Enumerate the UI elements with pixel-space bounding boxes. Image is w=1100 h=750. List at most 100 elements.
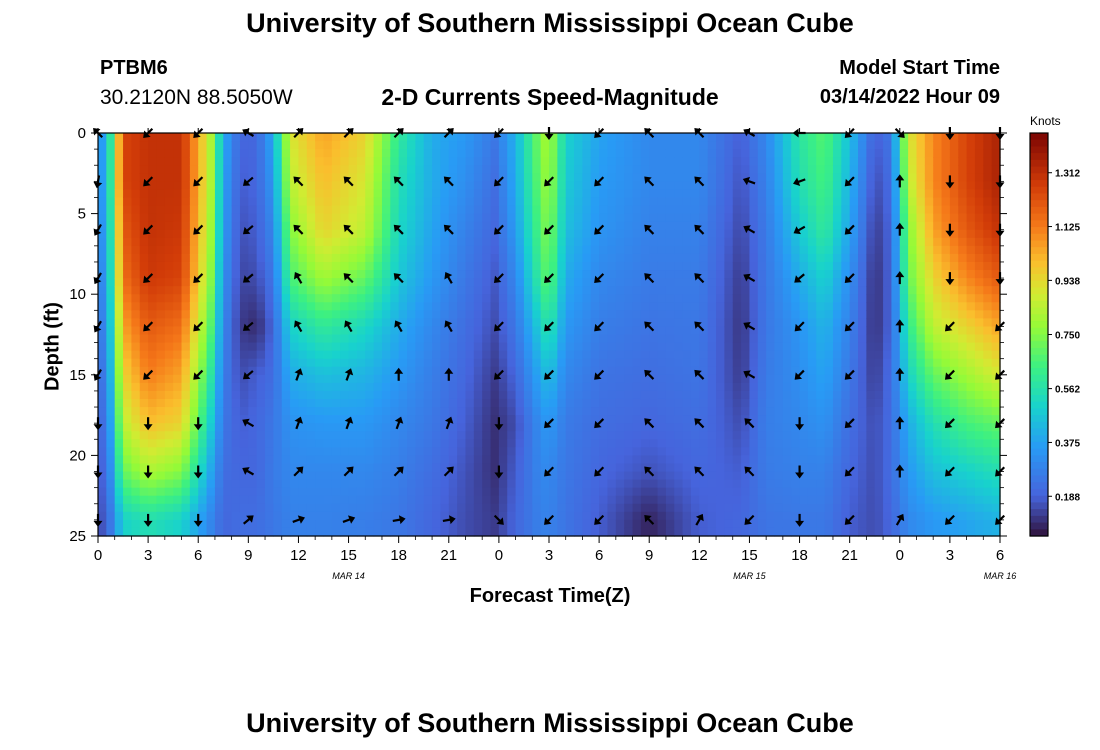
heatmap-cell bbox=[440, 511, 450, 521]
heatmap-cell bbox=[640, 342, 650, 352]
heatmap-cell bbox=[791, 245, 801, 255]
heatmap-cell bbox=[482, 374, 492, 384]
heatmap-cell bbox=[356, 310, 366, 319]
heatmap-cell bbox=[916, 133, 926, 142]
heatmap-cell bbox=[682, 439, 692, 448]
heatmap-cell bbox=[690, 374, 700, 384]
heatmap-cell bbox=[732, 141, 742, 150]
heatmap-cell bbox=[716, 326, 725, 336]
heatmap-cell bbox=[223, 149, 233, 158]
heatmap-cell bbox=[498, 479, 508, 489]
heatmap-cell bbox=[239, 310, 249, 319]
heatmap-cell bbox=[849, 149, 859, 158]
heatmap-cell bbox=[231, 511, 241, 521]
heatmap-cell bbox=[732, 463, 742, 473]
heatmap-cell bbox=[849, 286, 859, 295]
heatmap-cell bbox=[640, 133, 650, 142]
heatmap-cell bbox=[432, 431, 442, 440]
heatmap-cell bbox=[390, 189, 400, 199]
heatmap-cell bbox=[323, 189, 333, 199]
heatmap-cell bbox=[306, 471, 316, 481]
heatmap-cell bbox=[473, 527, 483, 537]
heatmap-cell bbox=[891, 278, 901, 287]
heatmap-cell bbox=[290, 519, 300, 529]
heatmap-cell bbox=[757, 479, 767, 489]
heatmap-cell bbox=[699, 342, 709, 352]
heatmap-cell bbox=[515, 197, 525, 207]
heatmap-cell bbox=[908, 342, 918, 352]
heatmap-cell bbox=[148, 181, 158, 191]
heatmap-cell bbox=[899, 415, 909, 424]
heatmap-cell bbox=[874, 503, 884, 513]
heatmap-cell bbox=[632, 165, 642, 174]
heatmap-cell bbox=[741, 471, 751, 481]
heatmap-cell bbox=[599, 431, 609, 440]
heatmap-cell bbox=[498, 503, 508, 513]
heatmap-cell bbox=[498, 415, 508, 424]
heatmap-cell bbox=[340, 374, 350, 384]
heatmap-cell bbox=[574, 374, 584, 384]
heatmap-cell bbox=[757, 495, 767, 505]
heatmap-cell bbox=[507, 157, 517, 166]
heatmap-cell bbox=[807, 487, 817, 497]
heatmap-cell bbox=[139, 463, 149, 473]
heatmap-cell bbox=[340, 358, 350, 368]
heatmap-cell bbox=[916, 181, 926, 191]
heatmap-cell bbox=[315, 503, 325, 513]
heatmap-cell bbox=[540, 221, 550, 231]
heatmap-cell bbox=[381, 141, 391, 150]
heatmap-cell bbox=[707, 527, 717, 537]
heatmap-cell bbox=[381, 173, 391, 182]
heatmap-cell bbox=[498, 334, 508, 344]
heatmap-cell bbox=[615, 286, 625, 295]
heatmap-cell bbox=[724, 237, 734, 247]
heatmap-cell bbox=[883, 398, 893, 408]
heatmap-cell bbox=[515, 479, 525, 489]
heatmap-cell bbox=[114, 431, 124, 440]
heatmap-cell bbox=[724, 471, 734, 481]
heatmap-cell bbox=[891, 237, 901, 247]
heatmap-cell bbox=[214, 205, 224, 215]
heatmap-cell bbox=[173, 253, 183, 263]
heatmap-cell bbox=[290, 423, 300, 432]
heatmap-cell bbox=[624, 479, 634, 489]
heatmap-cell bbox=[565, 366, 575, 376]
heatmap-cell bbox=[841, 141, 851, 150]
heatmap-cell bbox=[206, 205, 216, 215]
heatmap-cell bbox=[457, 237, 467, 247]
heatmap-cell bbox=[791, 165, 801, 174]
heatmap-cell bbox=[590, 463, 600, 473]
heatmap-cell bbox=[239, 157, 249, 166]
heatmap-cell bbox=[423, 286, 433, 295]
heatmap-cell bbox=[131, 270, 141, 279]
heatmap-cell bbox=[732, 278, 742, 287]
heatmap-cell bbox=[106, 286, 116, 295]
heatmap-cell bbox=[807, 398, 817, 408]
heatmap-cell bbox=[114, 423, 124, 432]
heatmap-cell bbox=[657, 334, 667, 344]
heatmap-cell bbox=[866, 366, 876, 376]
heatmap-cell bbox=[457, 366, 467, 376]
heatmap-cell bbox=[448, 471, 458, 481]
heatmap-cell bbox=[181, 294, 191, 303]
heatmap-cell bbox=[114, 479, 124, 489]
heatmap-cell bbox=[164, 415, 174, 424]
heatmap-cell bbox=[690, 479, 700, 489]
heatmap-cell bbox=[123, 310, 133, 319]
heatmap-cell bbox=[106, 326, 116, 336]
heatmap-cell bbox=[457, 463, 467, 473]
heatmap-cell bbox=[98, 286, 107, 295]
heatmap-cell bbox=[523, 133, 533, 142]
heatmap-cell bbox=[532, 479, 542, 489]
heatmap-cell bbox=[273, 358, 283, 368]
heatmap-cell bbox=[557, 358, 567, 368]
heatmap-cell bbox=[265, 133, 274, 142]
heatmap-cell bbox=[649, 479, 659, 489]
heatmap-cell bbox=[290, 350, 300, 360]
heatmap-cell bbox=[139, 141, 149, 150]
heatmap-cell bbox=[523, 439, 533, 448]
heatmap-cell bbox=[156, 334, 166, 344]
heatmap-cell bbox=[256, 407, 266, 416]
heatmap-cell bbox=[231, 527, 241, 537]
heatmap-cell bbox=[849, 229, 859, 239]
